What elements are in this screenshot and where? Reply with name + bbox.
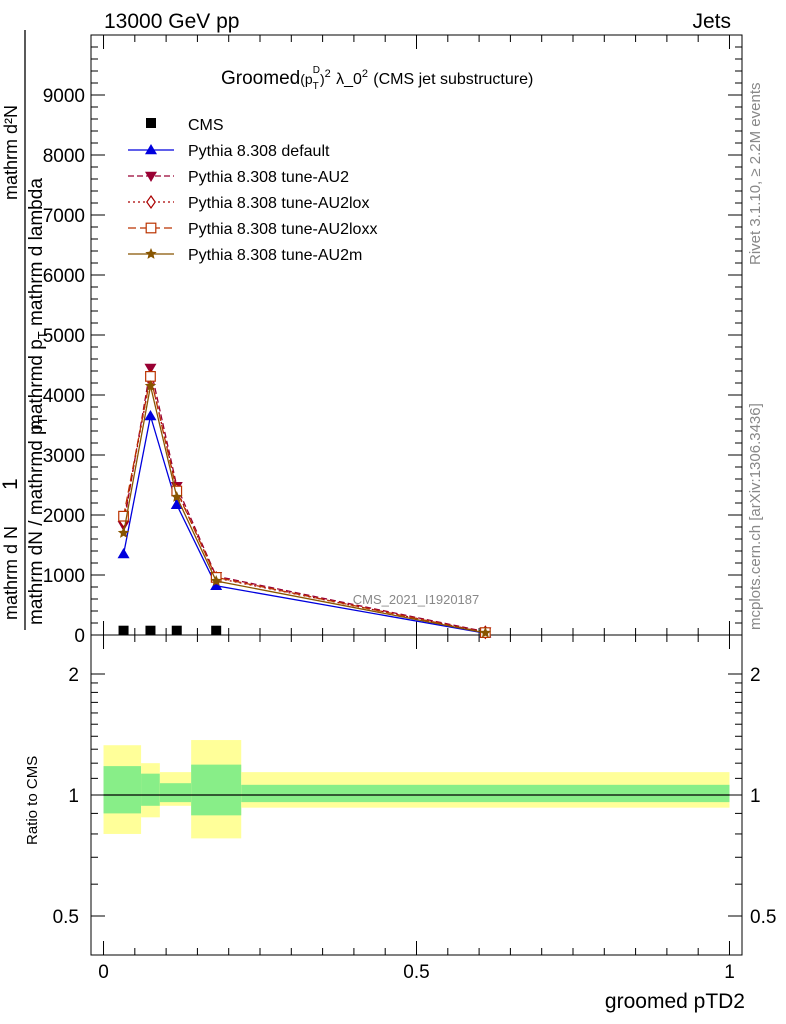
ratio-band-inner	[141, 773, 160, 806]
ratio-tick-label: 2	[68, 665, 79, 686]
data-point-cms	[171, 625, 182, 635]
series-point-au2loxx	[118, 510, 129, 522]
ratio-tick-label: 0.5	[53, 907, 79, 928]
x-tick-label: 0.5	[403, 962, 429, 983]
y-tick-label: 5000	[43, 326, 85, 347]
y-tick-label: 1000	[43, 566, 85, 587]
legend-label-au2lox: Pythia 8.308 tune-AU2lox	[188, 195, 369, 212]
mcplots-label: mcplots.cern.ch [arXiv:1306.3436]	[747, 403, 764, 630]
series-point-default	[144, 410, 157, 421]
svg-text:Groomed(pTD)2 λ_02 (CMS jet su: Groomed(pTD)2 λ_02 (CMS jet substructure…	[221, 65, 533, 92]
legend-marker-default	[145, 144, 157, 155]
y-label-small: mathrm d N	[1, 526, 21, 620]
analysis-watermark: CMS_2021_I1920187	[353, 592, 480, 607]
ratio-tick-label-right: 2	[750, 665, 761, 686]
title-lambda-sq: 2	[362, 68, 368, 80]
ratio-tick-label-right: 0.5	[750, 907, 776, 928]
title-pt-sub: T	[313, 81, 319, 92]
y-tick-label: 0	[74, 626, 85, 647]
y-tick-label: 2000	[43, 506, 85, 527]
legend-label-default: Pythia 8.308 default	[188, 143, 330, 160]
y-tick-label: 6000	[43, 266, 85, 287]
title-tail: (CMS jet substructure)	[373, 71, 533, 88]
y-tick-label: 7000	[43, 206, 85, 227]
y-tick-label: 4000	[43, 386, 85, 407]
title-main: Groomed	[221, 68, 300, 89]
title-sq: 2	[325, 68, 331, 80]
ratio-band-inner	[159, 783, 192, 803]
x-tick-label: 0	[98, 962, 109, 983]
title-pt-sup: D	[313, 65, 320, 76]
y-label-denominator-2: mathrmd pT mathrm d lambda	[26, 178, 50, 430]
y-label-smalltop: mathrm d²N	[1, 105, 21, 200]
series-point-au2m	[210, 575, 222, 586]
series-point-au2loxx	[145, 371, 156, 382]
series-point-au2m	[171, 491, 183, 502]
legend-marker-au2lox	[146, 194, 156, 210]
title-lambda: λ_0	[336, 71, 362, 88]
title-pt-close: )	[320, 71, 325, 87]
series-point-default	[117, 548, 130, 559]
ratio-band-inner	[241, 784, 730, 803]
y-tick-label: 3000	[43, 446, 85, 467]
legend-label-au2loxx: Pythia 8.308 tune-AU2loxx	[188, 221, 377, 238]
series-point-au2m	[117, 527, 130, 538]
legend-label-cms: CMS	[188, 117, 224, 134]
ratio-band-inner	[191, 764, 242, 816]
ratio-band-inner	[103, 766, 142, 814]
ratio-tick-label: 1	[68, 786, 79, 807]
x-tick-label: 1	[724, 962, 735, 983]
legend-label-au2m: Pythia 8.308 tune-AU2m	[188, 247, 362, 264]
title-pt: (p	[300, 71, 313, 87]
y-axis-label: 1 mathrm dN / mathrmd pT mathrmd pT math…	[0, 30, 50, 630]
data-point-cms	[118, 625, 129, 635]
header-energy: 13000 GeV pp	[104, 10, 239, 33]
legend-label-au2: Pythia 8.308 tune-AU2	[188, 169, 349, 186]
y-label-denominator: mathrm dN / mathrmd pT	[26, 416, 50, 625]
legend-marker-au2m	[145, 248, 157, 259]
x-axis-label: groomed pTD2	[605, 990, 745, 1013]
legend-marker-au2	[145, 171, 157, 182]
ratio-y-label: Ratio to CMS	[24, 756, 41, 845]
plot-title: Groomed(pTD)2 λ_02 (CMS jet substructure…	[221, 65, 533, 92]
y-label-numerator: 1	[0, 478, 22, 490]
y-tick-label: 8000	[43, 146, 85, 167]
series-group	[117, 363, 492, 640]
header-category: Jets	[692, 10, 731, 33]
ratio-bands	[103, 740, 730, 839]
legend-marker-cms	[146, 118, 156, 128]
axes: 0 1000 2000 3000 4000 5000 6000 7000 8000 9000 0 0.…	[43, 35, 776, 983]
series-point-au2m	[144, 380, 157, 391]
series-point-default	[170, 498, 183, 509]
y-tick-label: 9000	[43, 86, 85, 107]
data-point-cms	[211, 625, 222, 635]
ratio-tick-label-right: 1	[750, 786, 761, 807]
data-point-cms	[145, 625, 156, 635]
rivet-label: Rivet 3.1.10, ≥ 2.2M events	[747, 83, 764, 266]
legend-marker-au2loxx	[145, 222, 157, 234]
legend: CMS Pythia 8.308 default Pythia 8.308 tune…	[128, 117, 377, 264]
series-point-au2m	[479, 626, 492, 638]
